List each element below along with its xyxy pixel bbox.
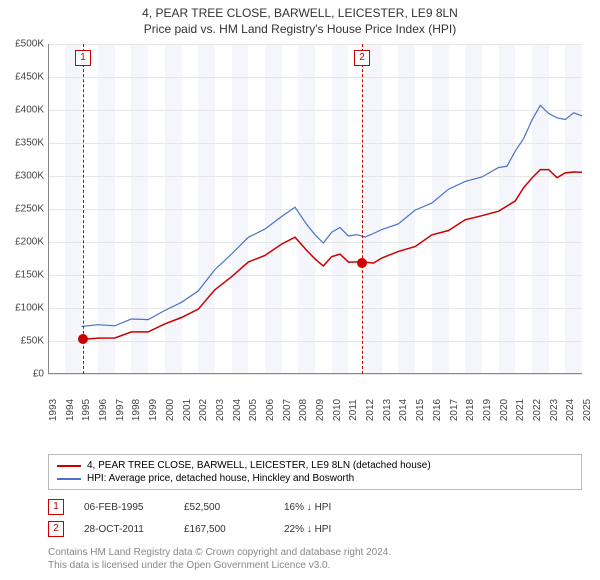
- x-tick-label: 2000: [165, 399, 176, 421]
- x-tick-label: 2008: [298, 399, 309, 421]
- line-layer: [48, 44, 582, 374]
- x-axis: 1993 1994 1995 1996 1997 1998 1999 2000 2001 2002…: [48, 380, 582, 420]
- y-tick-label: £400K: [15, 105, 44, 116]
- transaction-delta: 16% ↓ HPI: [284, 502, 364, 513]
- transaction-index: 2: [48, 521, 64, 537]
- x-tick-label: 2014: [398, 399, 409, 421]
- transaction-index-marker: 2: [354, 50, 370, 66]
- x-tick-label: 2020: [499, 399, 510, 421]
- x-tick-label: 2018: [465, 399, 476, 421]
- transaction-date: 28-OCT-2011: [84, 524, 164, 535]
- x-tick-label: 2006: [265, 399, 276, 421]
- x-tick-label: 2010: [332, 399, 343, 421]
- x-tick-label: 2013: [382, 399, 393, 421]
- transactions-table: 1 06-FEB-1995 £52,500 16% ↓ HPI 2 28-OCT-2011…: [48, 496, 582, 540]
- x-tick-label: 1994: [65, 399, 76, 421]
- chart-title: 4, PEAR TREE CLOSE, BARWELL, LEICESTER, …: [0, 6, 600, 20]
- y-tick-label: £450K: [15, 72, 44, 83]
- x-tick-label: 1999: [148, 399, 159, 421]
- legend-item: 4, PEAR TREE CLOSE, BARWELL, LEICESTER, …: [57, 459, 573, 472]
- x-tick-label: 2005: [248, 399, 259, 421]
- x-tick-label: 1998: [131, 399, 142, 421]
- transaction-delta: 22% ↓ HPI: [284, 524, 364, 535]
- x-tick-label: 1995: [81, 399, 92, 421]
- price-marker: [357, 258, 367, 268]
- x-tick-label: 2007: [282, 399, 293, 421]
- x-tick-label: 2012: [365, 399, 376, 421]
- x-tick-label: 2011: [348, 399, 359, 421]
- x-tick-label: 2004: [232, 399, 243, 421]
- transaction-row: 2 28-OCT-2011 £167,500 22% ↓ HPI: [48, 518, 582, 540]
- x-tick-label: 2017: [449, 399, 460, 421]
- y-tick-label: £100K: [15, 303, 44, 314]
- legend-label: HPI: Average price, detached house, Hinc…: [87, 473, 354, 484]
- x-tick-label: 1993: [48, 399, 59, 421]
- y-tick-label: £250K: [15, 204, 44, 215]
- y-axis: £0£50K£100K£150K£200K£250K£300K£350K£400…: [0, 44, 48, 374]
- x-tick-label: 1996: [98, 399, 109, 421]
- plot-area: 12: [48, 44, 582, 374]
- attribution-line: This data is licensed under the Open Gov…: [48, 559, 582, 572]
- y-tick-label: £200K: [15, 237, 44, 248]
- y-tick-label: £150K: [15, 270, 44, 281]
- chart-footer-area: 4, PEAR TREE CLOSE, BARWELL, LEICESTER, …: [0, 454, 600, 580]
- x-tick-label: 2023: [549, 399, 560, 421]
- transaction-price: £52,500: [184, 502, 264, 513]
- x-tick-label: 2025: [582, 399, 593, 421]
- attribution-line: Contains HM Land Registry data © Crown c…: [48, 546, 582, 559]
- price-marker: [78, 334, 88, 344]
- y-tick-label: £500K: [15, 39, 44, 50]
- transaction-date: 06-FEB-1995: [84, 502, 164, 513]
- legend-label: 4, PEAR TREE CLOSE, BARWELL, LEICESTER, …: [87, 460, 431, 471]
- y-tick-label: £50K: [21, 336, 44, 347]
- y-tick-label: £300K: [15, 171, 44, 182]
- transaction-price: £167,500: [184, 524, 264, 535]
- x-tick-label: 2009: [315, 399, 326, 421]
- price-chart: 4, PEAR TREE CLOSE, BARWELL, LEICESTER, …: [0, 0, 600, 580]
- legend-item: HPI: Average price, detached house, Hinc…: [57, 472, 573, 485]
- x-tick-label: 2003: [215, 399, 226, 421]
- chart-titles: 4, PEAR TREE CLOSE, BARWELL, LEICESTER, …: [0, 0, 600, 36]
- legend-swatch: [57, 465, 81, 467]
- x-tick-label: 2015: [415, 399, 426, 421]
- x-tick-label: 2022: [532, 399, 543, 421]
- x-tick-label: 2024: [565, 399, 576, 421]
- x-tick-label: 1997: [115, 399, 126, 421]
- x-tick-label: 2001: [182, 399, 193, 421]
- legend-swatch: [57, 478, 81, 480]
- x-tick-label: 2019: [482, 399, 493, 421]
- y-tick-label: £0: [33, 369, 44, 380]
- transaction-index-marker: 1: [75, 50, 91, 66]
- transaction-row: 1 06-FEB-1995 £52,500 16% ↓ HPI: [48, 496, 582, 518]
- transaction-index: 1: [48, 499, 64, 515]
- chart-subtitle: Price paid vs. HM Land Registry's House …: [0, 22, 600, 36]
- legend: 4, PEAR TREE CLOSE, BARWELL, LEICESTER, …: [48, 454, 582, 490]
- data-attribution: Contains HM Land Registry data © Crown c…: [48, 546, 582, 572]
- y-tick-label: £350K: [15, 138, 44, 149]
- x-tick-label: 2021: [515, 399, 526, 421]
- x-tick-label: 2016: [432, 399, 443, 421]
- x-tick-label: 2002: [198, 399, 209, 421]
